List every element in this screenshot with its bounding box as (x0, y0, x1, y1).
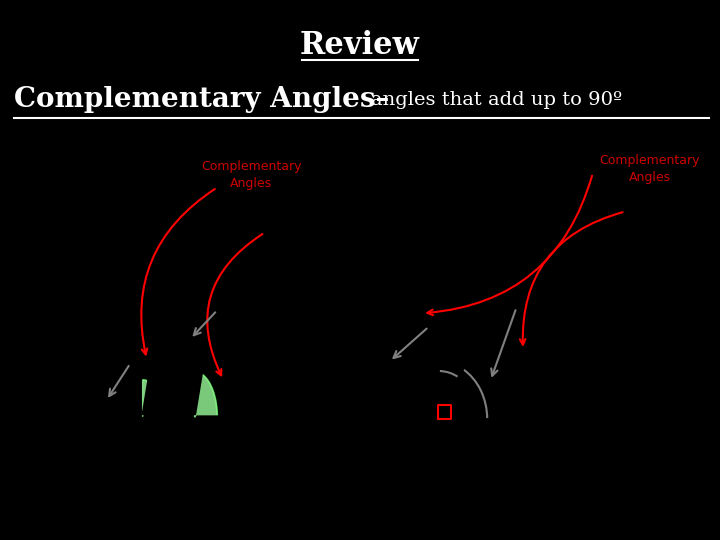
Text: Q: Q (186, 441, 199, 456)
Polygon shape (194, 374, 217, 417)
Text: R: R (307, 417, 319, 433)
Text: O: O (134, 441, 147, 456)
Text: P: P (220, 242, 231, 256)
Text: Complementary
Angles: Complementary Angles (600, 154, 700, 184)
Text: 60°: 60° (508, 353, 538, 368)
Polygon shape (143, 380, 148, 417)
Text: Complementary Angles–: Complementary Angles– (14, 86, 390, 113)
Text: A: A (424, 168, 437, 187)
Text: Complementary
Angles: Complementary Angles (201, 160, 302, 190)
Text: B: B (422, 426, 435, 444)
Text: angles that add up to 90º: angles that add up to 90º (371, 91, 622, 109)
Text: 30°: 30° (392, 334, 420, 349)
Text: C: C (671, 422, 683, 440)
Text: D: D (530, 226, 544, 245)
Text: Review: Review (300, 30, 420, 62)
Text: N: N (166, 224, 179, 239)
Text: 18°: 18° (107, 377, 131, 391)
Text: M: M (107, 521, 122, 536)
Text: 72°: 72° (225, 373, 250, 387)
